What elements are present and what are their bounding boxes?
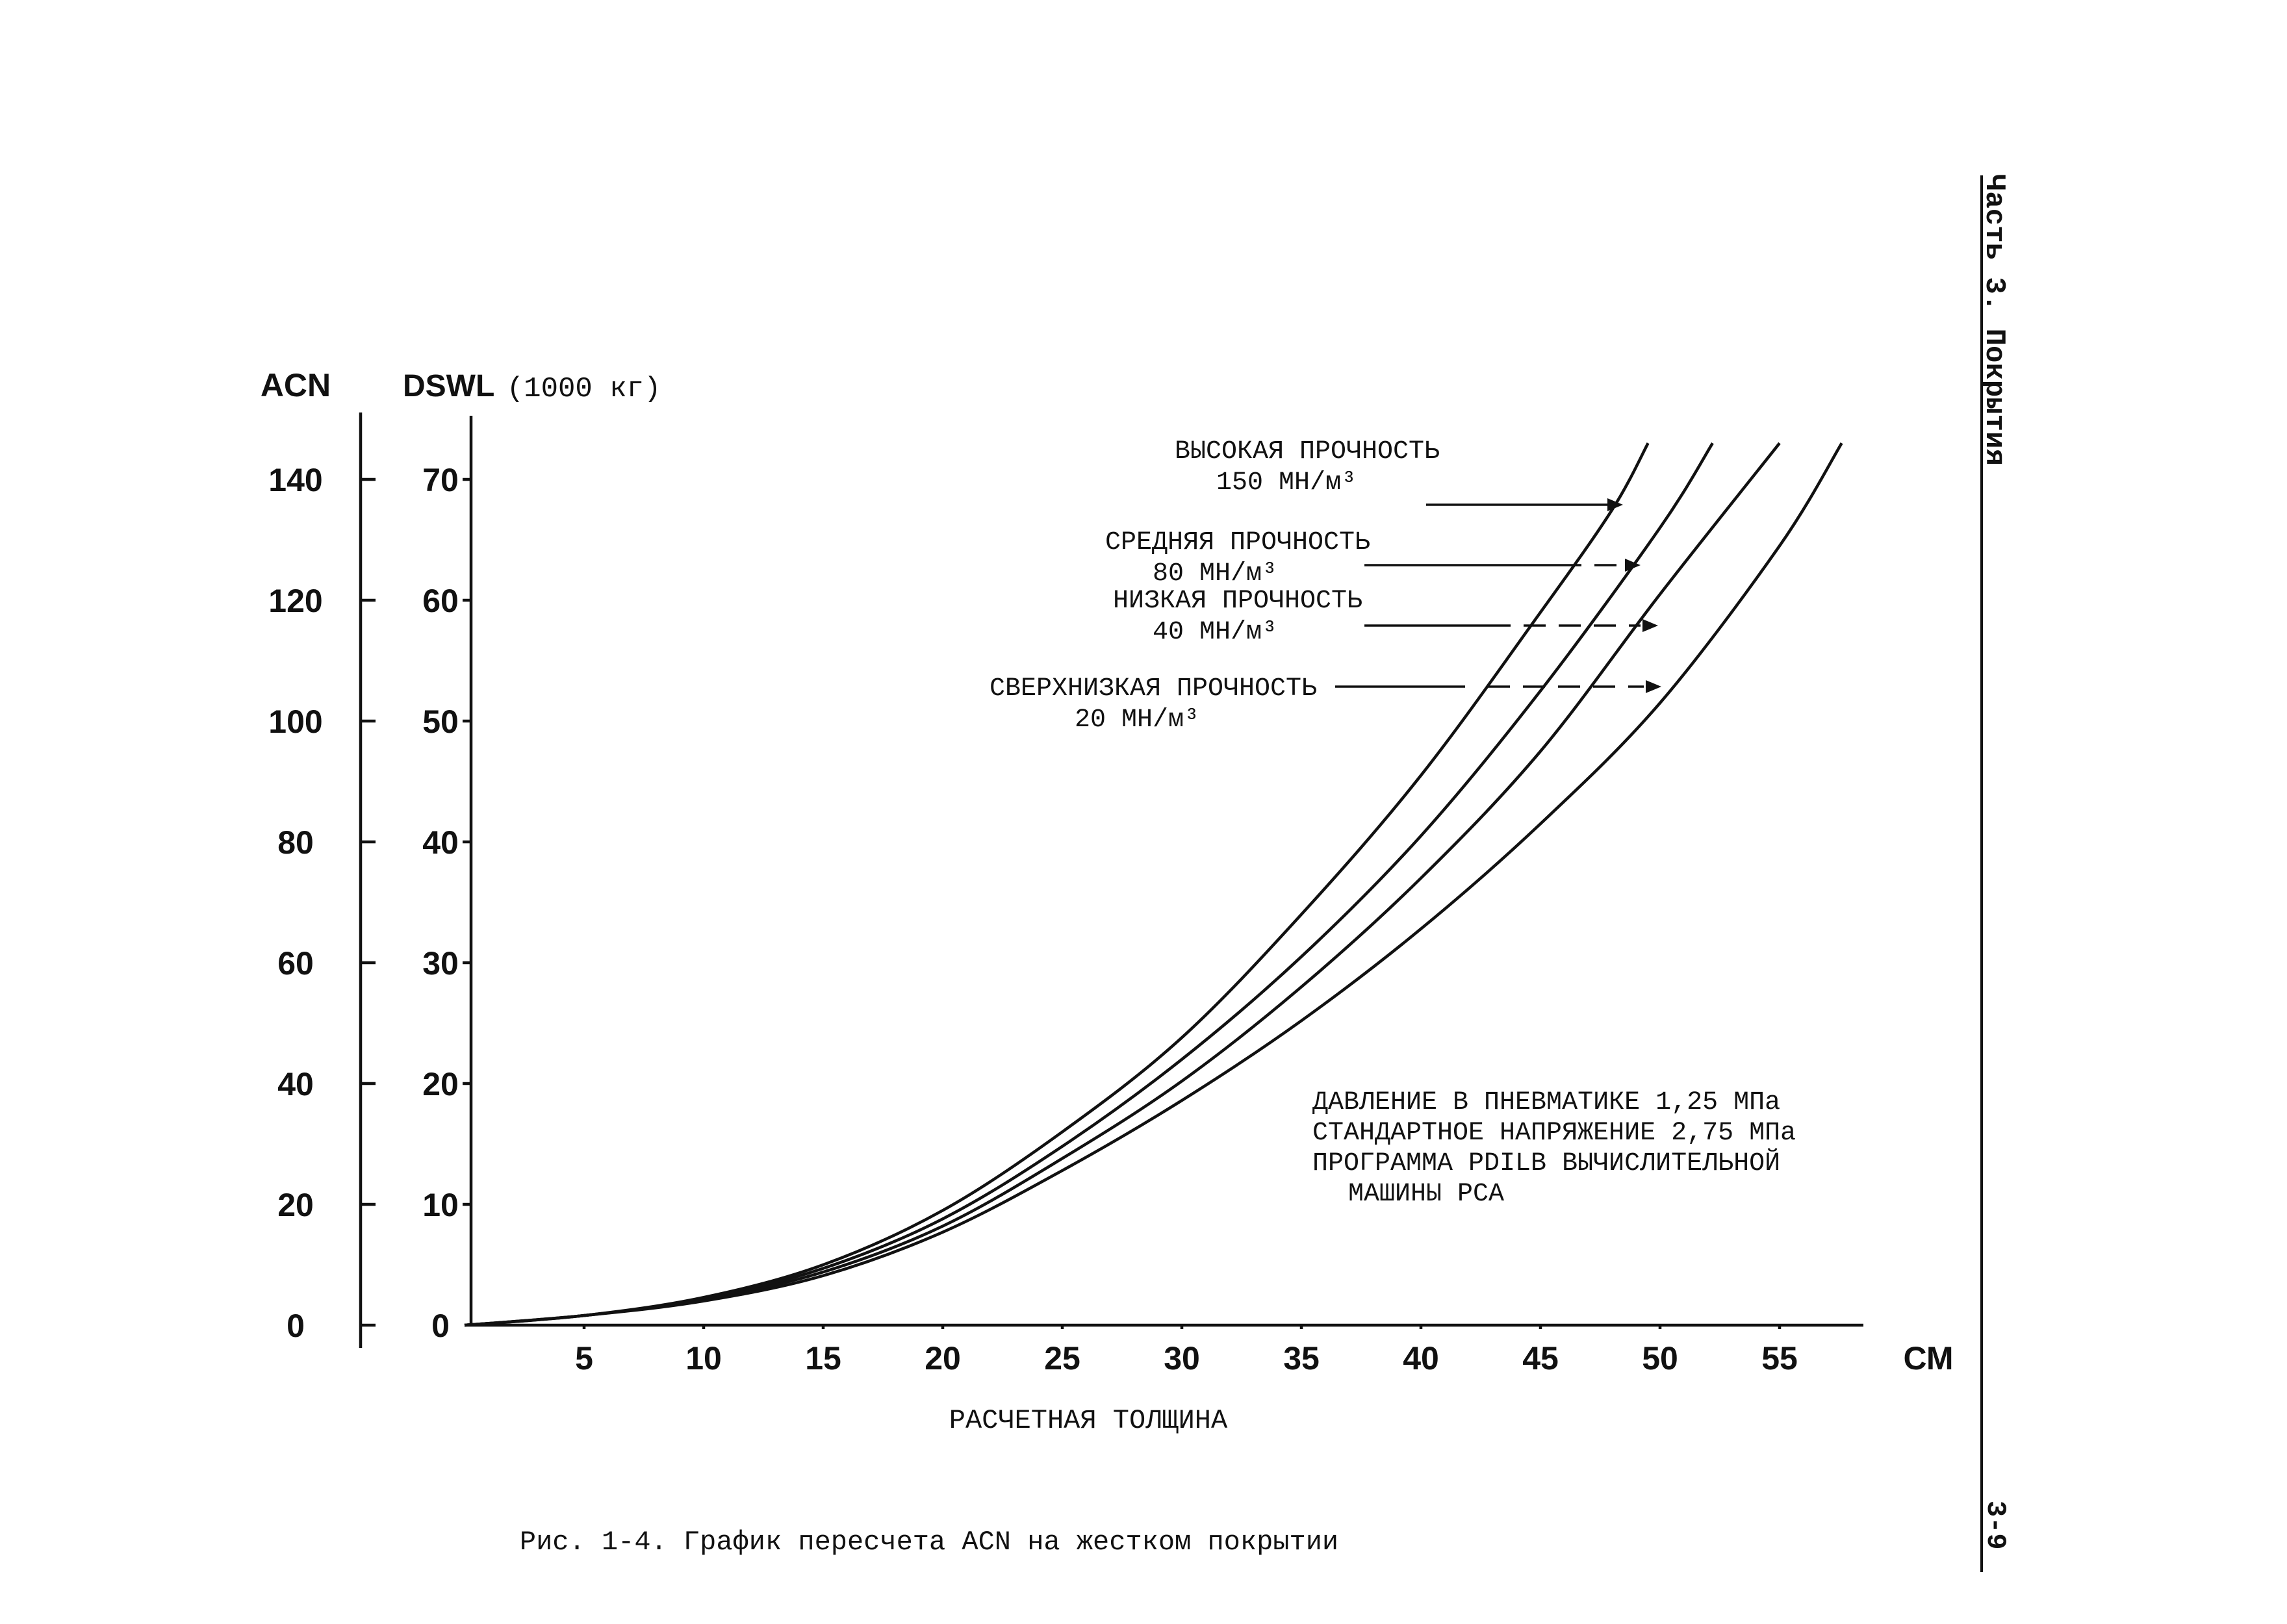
x-tick-label: 5 — [575, 1340, 593, 1377]
arrowhead-ultra-low — [1646, 680, 1661, 693]
note-line-3: ПРОГРАММА PDILB ВЫЧИСЛИТЕЛЬНОЙ — [1312, 1148, 1780, 1178]
acn-tick-label: 80 — [277, 824, 314, 861]
x-tick-label: 50 — [1642, 1340, 1678, 1377]
arrowhead-high — [1607, 498, 1623, 511]
series-labels: ВЫСОКАЯ ПРОЧНОСТЬ 150 МН/м³ СРЕДНЯЯ ПРОЧ… — [990, 437, 1661, 735]
dswl-tick-label: 60 — [422, 583, 459, 619]
acn-tick-label: 60 — [277, 945, 314, 982]
note-line-1: ДАВЛЕНИЕ В ПНЕВМАТИКЕ 1,25 МПа — [1312, 1088, 1780, 1117]
dswl-tick-label: 20 — [422, 1066, 459, 1102]
curve-low — [464, 442, 1781, 1327]
series-label-low: НИЗКАЯ ПРОЧНОСТЬ — [1113, 587, 1362, 616]
dswl-axis-title: DSWL (1000 кг) — [403, 369, 661, 405]
x-ticks: 5 10 15 20 25 30 35 40 45 50 55 — [575, 1325, 1798, 1377]
series-sublabel-medium: 80 МН/м³ — [1153, 559, 1277, 589]
x-tick-label: 35 — [1283, 1340, 1320, 1377]
arrowhead-medium — [1625, 559, 1641, 572]
series-label-high: ВЫСОКАЯ ПРОЧНОСТЬ — [1175, 437, 1440, 466]
acn-ticks: 0 20 40 60 80 100 120 140 — [268, 462, 376, 1344]
note-line-4: МАШИНЫ PCA — [1348, 1180, 1504, 1209]
series-sublabel-ultra-low: 20 МН/м³ — [1075, 705, 1199, 735]
acn-tick-label: 20 — [277, 1187, 314, 1223]
acn-tick-label: 100 — [268, 704, 322, 740]
acn-tick-label: 140 — [268, 462, 322, 498]
curves — [464, 442, 1843, 1327]
figure-caption: Рис. 1-4. График пересчета ACN на жестко… — [520, 1527, 1338, 1558]
x-tick-label: 20 — [925, 1340, 961, 1377]
x-axis-unit: СМ — [1903, 1340, 1953, 1377]
series-label-ultra-low: СВЕРХНИЗКАЯ ПРОЧНОСТЬ — [990, 674, 1317, 704]
dswl-ticks: 0 10 20 30 40 50 60 70 — [422, 462, 471, 1344]
x-tick-label: 15 — [805, 1340, 841, 1377]
dswl-tick-label: 10 — [422, 1187, 459, 1223]
series-label-medium: СРЕДНЯЯ ПРОЧНОСТЬ — [1105, 528, 1370, 557]
series-sublabel-high: 150 МН/м³ — [1216, 468, 1357, 498]
note-line-2: СТАНДАРТНОЕ НАПРЯЖЕНИЕ 2,75 МПа — [1312, 1119, 1796, 1148]
curve-medium — [464, 442, 1714, 1327]
x-tick-label: 55 — [1761, 1340, 1798, 1377]
dswl-tick-label: 40 — [422, 824, 459, 861]
curve-ultra-low — [464, 442, 1843, 1327]
side-header: Часть 3. Покрытия — [1978, 174, 2010, 466]
dswl-axis-title-main: DSWL — [403, 369, 494, 403]
x-tick-label: 45 — [1522, 1340, 1559, 1377]
page-number: 3-9 — [1980, 1501, 2011, 1550]
acn-tick-label: 120 — [268, 583, 322, 619]
x-tick-label: 40 — [1403, 1340, 1439, 1377]
dswl-tick-label: 30 — [422, 945, 459, 982]
x-tick-label: 25 — [1044, 1340, 1080, 1377]
acn-tick-label: 0 — [287, 1308, 305, 1344]
x-tick-label: 30 — [1164, 1340, 1200, 1377]
x-tick-label: 10 — [685, 1340, 722, 1377]
notes-block: ДАВЛЕНИЕ В ПНЕВМАТИКЕ 1,25 МПа СТАНДАРТН… — [1312, 1088, 1796, 1209]
x-axis-title: РАСЧЕТНАЯ ТОЛЩИНА — [949, 1405, 1228, 1436]
dswl-tick-label: 0 — [431, 1308, 450, 1344]
series-sublabel-low: 40 МН/м³ — [1153, 618, 1277, 647]
dswl-tick-label: 70 — [422, 462, 459, 498]
acn-axis-title: ACN — [261, 367, 331, 403]
dswl-axis-unit: (1000 кг) — [507, 373, 661, 405]
acn-tick-label: 40 — [277, 1066, 314, 1102]
arrowhead-low — [1642, 619, 1658, 632]
dswl-tick-label: 50 — [422, 704, 459, 740]
